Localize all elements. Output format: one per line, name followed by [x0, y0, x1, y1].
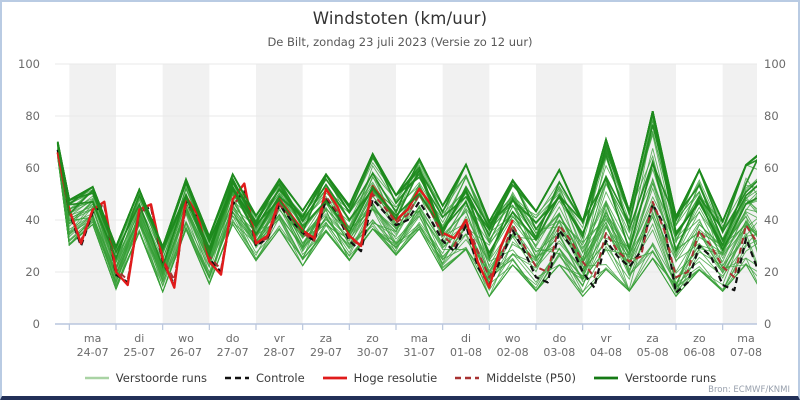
x-label-date: 25-07: [123, 346, 155, 359]
x-label-date: 26-07: [170, 346, 202, 359]
x-label-day: za: [320, 332, 333, 345]
y-label-left: 80: [25, 109, 40, 123]
x-label-date: 02-08: [497, 346, 529, 359]
y-label-left: 40: [25, 213, 40, 227]
x-label-day: wo: [505, 332, 521, 345]
x-label-date: 29-07: [310, 346, 342, 359]
x-label-date: 24-07: [77, 346, 109, 359]
chart-subtitle: De Bilt, zondag 23 juli 2023 (Versie zo …: [267, 35, 533, 49]
x-label-day: wo: [178, 332, 194, 345]
x-label-day: zo: [693, 332, 706, 345]
x-label-date: 01-08: [450, 346, 482, 359]
legend-item-verstoorde-runs-light: Verstoorde runs: [84, 371, 207, 385]
x-label-day: do: [552, 332, 566, 345]
x-label-day: zo: [366, 332, 379, 345]
x-label-day: do: [226, 332, 240, 345]
y-label-right: 20: [764, 265, 779, 279]
legend-item-controle: Controle: [224, 371, 305, 385]
legend-item-verstoorde-runs-dark: Verstoorde runs: [593, 371, 716, 385]
x-label-day: ma: [737, 332, 754, 345]
line-swatch-icon: [84, 371, 110, 385]
legend-label: Hoge resolutie: [353, 371, 438, 385]
x-label-day: di: [461, 332, 471, 345]
legend-item-middelste-p50: Middelste (P50): [454, 371, 576, 385]
x-label-date: 30-07: [357, 346, 389, 359]
page-title: Windstoten (km/uur): [312, 9, 488, 28]
p50-line: [56, 152, 757, 281]
legend-label: Middelste (P50): [486, 371, 576, 385]
line-swatch-icon: [593, 371, 619, 385]
y-label-left: 60: [25, 161, 40, 175]
line-swatch-icon: [454, 371, 480, 385]
x-label-date: 28-07: [263, 346, 295, 359]
x-label-date: 03-08: [543, 346, 575, 359]
x-label-day: ma: [84, 332, 101, 345]
x-label-date: 27-07: [217, 346, 249, 359]
x-label-date: 06-08: [683, 346, 715, 359]
legend-item-hoge-resolutie: Hoge resolutie: [322, 371, 438, 385]
y-label-right: 100: [764, 57, 786, 71]
source-note: Bron: ECMWF/KNMI: [708, 385, 790, 395]
x-label-day: za: [646, 332, 659, 345]
x-label-date: 05-08: [637, 346, 669, 359]
x-label-date: 07-08: [730, 346, 762, 359]
legend-label: Verstoorde runs: [624, 371, 717, 385]
x-label-day: vr: [600, 332, 612, 345]
y-label-right: 60: [764, 161, 779, 175]
ensemble-member-line-thick: [56, 113, 757, 253]
x-label-date: 31-07: [403, 346, 435, 359]
x-label-day: ma: [411, 332, 428, 345]
y-label-right: 40: [764, 213, 779, 227]
legend-label: Controle: [256, 371, 305, 385]
x-label-day: vr: [274, 332, 286, 345]
y-label-left: 0: [33, 317, 40, 331]
ensemble-member-line: [57, 149, 757, 295]
legend: Verstoorde runs Controle Hoge resolutie …: [2, 371, 798, 385]
x-label-day: di: [134, 332, 144, 345]
legend-label: Verstoorde runs: [115, 371, 207, 385]
y-label-right: 0: [764, 317, 771, 331]
y-label-left: 20: [25, 265, 40, 279]
line-swatch-icon: [224, 371, 250, 385]
y-label-left: 100: [18, 57, 40, 71]
y-label-right: 80: [764, 109, 779, 123]
line-swatch-icon: [322, 371, 348, 385]
x-label-date: 04-08: [590, 346, 622, 359]
